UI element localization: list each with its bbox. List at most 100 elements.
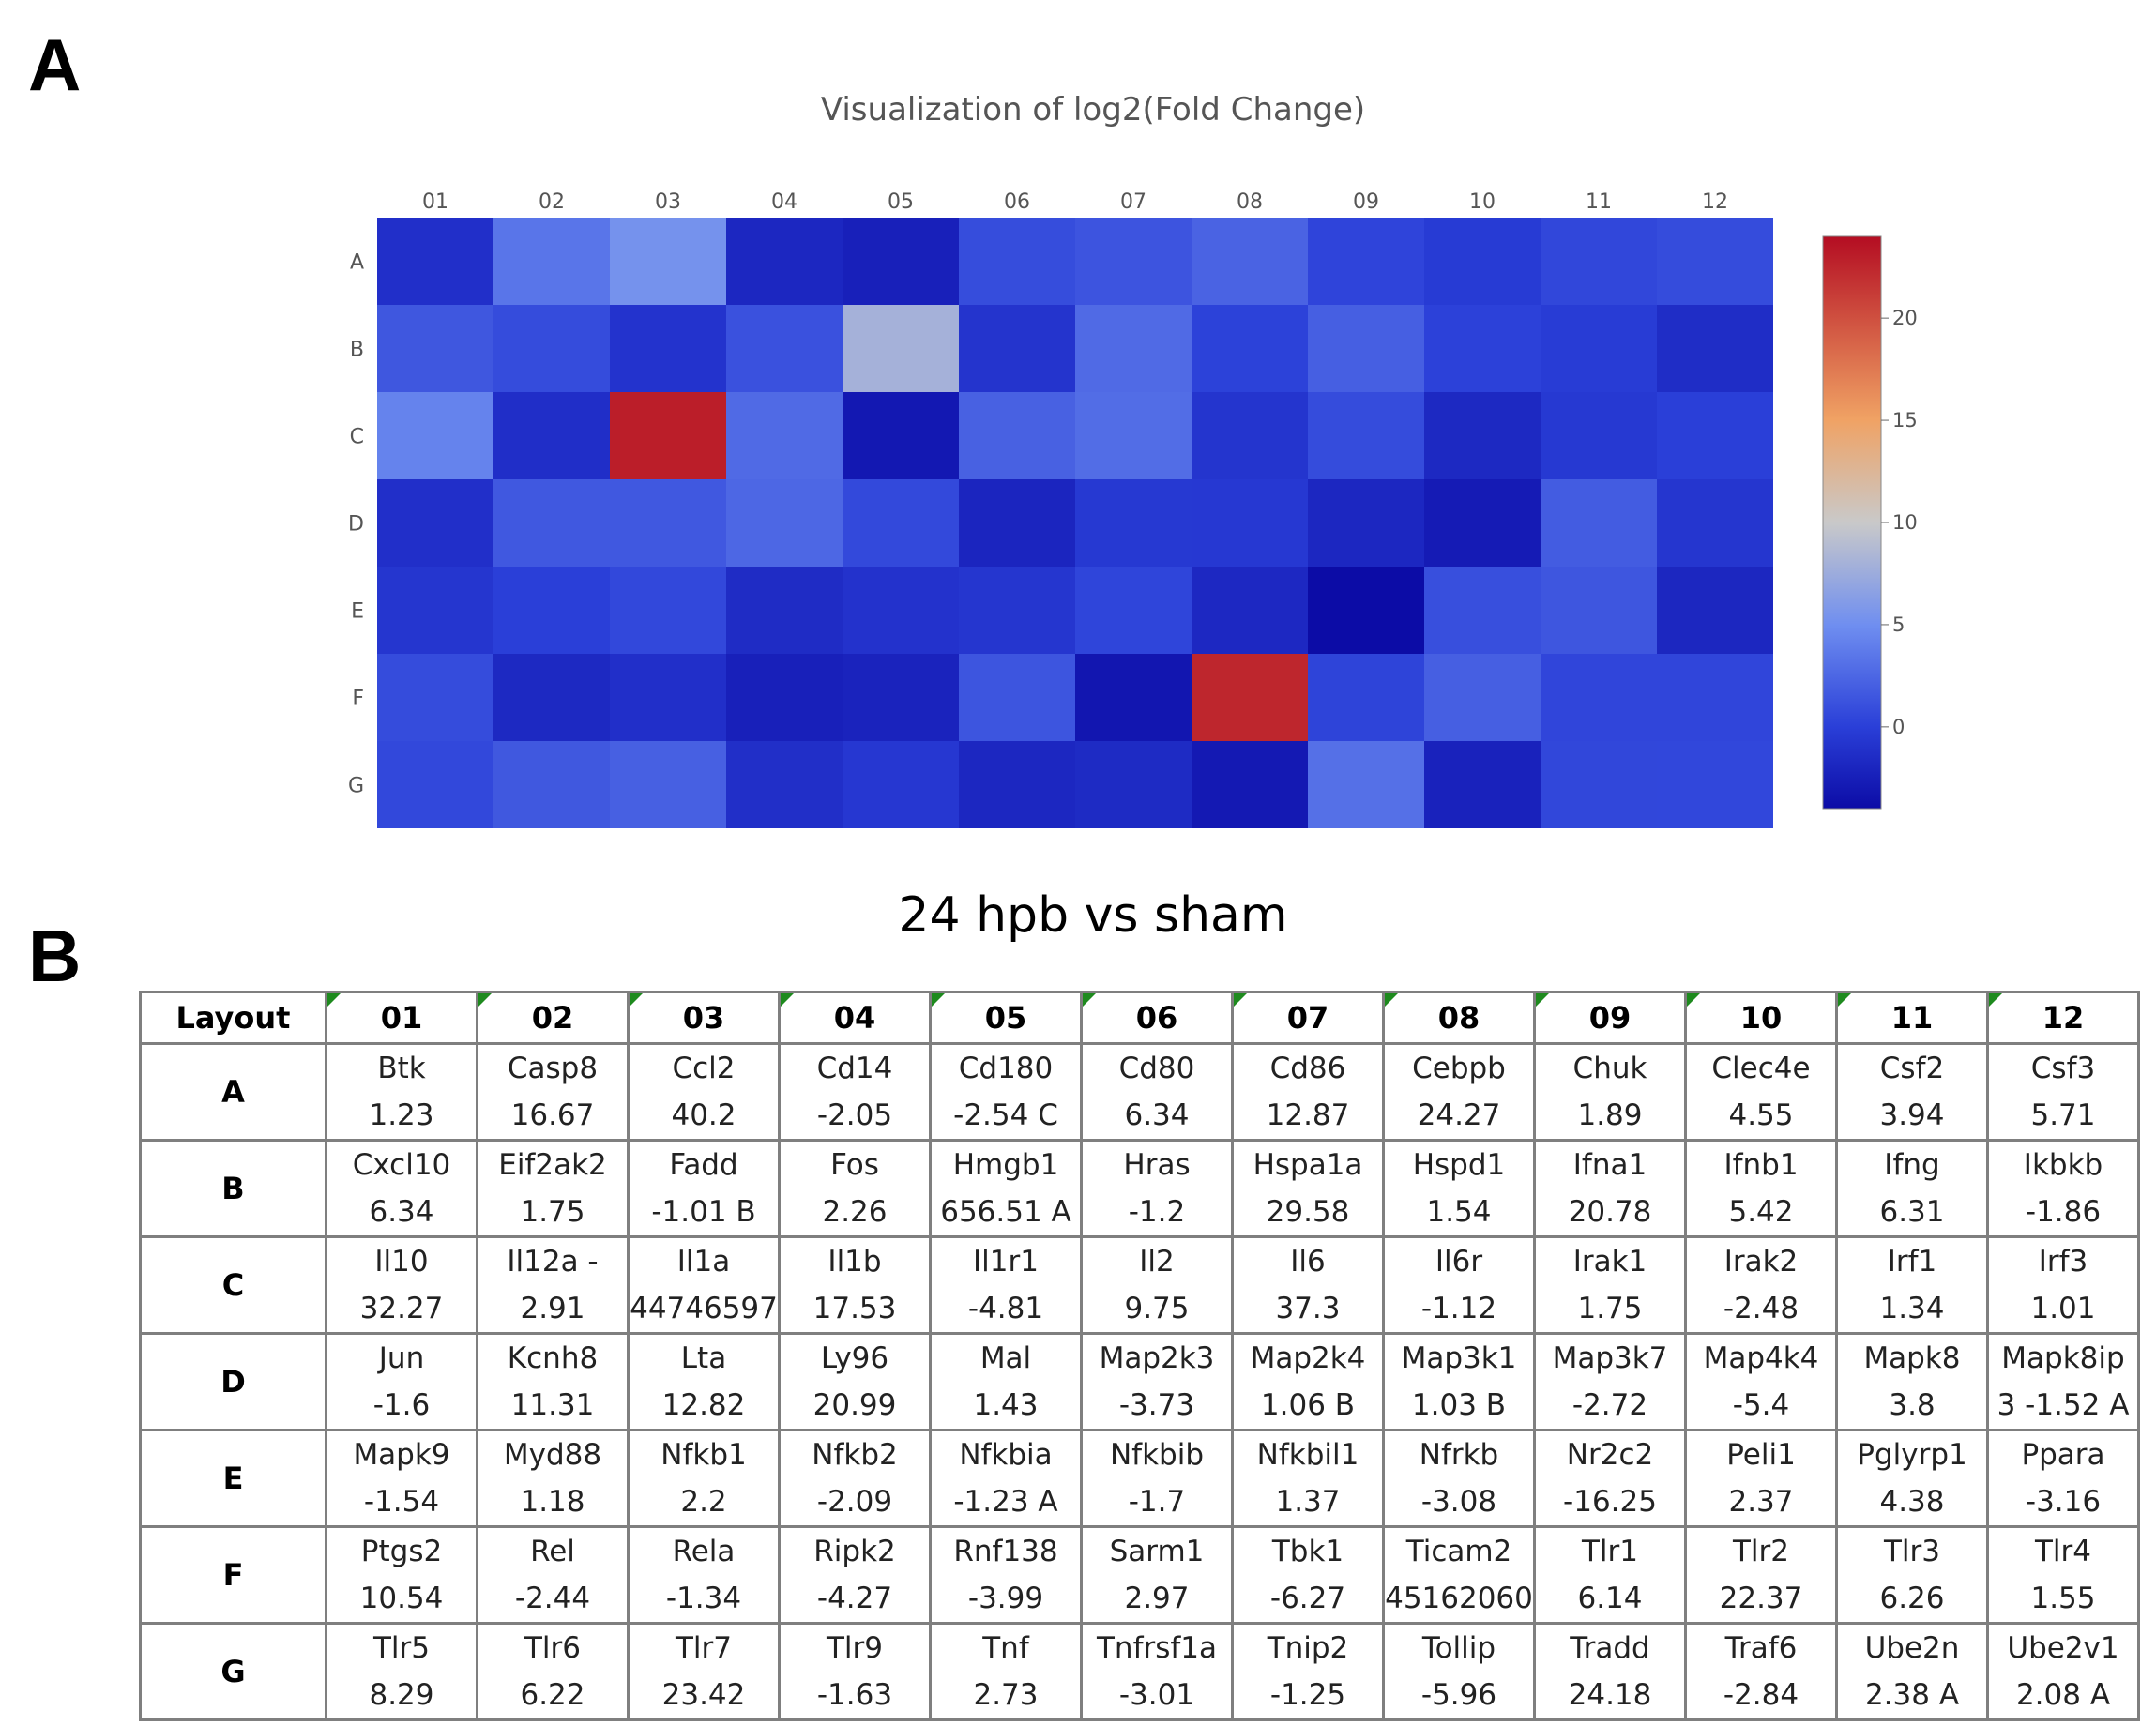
gene-name: Sarm1 [1109,1535,1205,1568]
colorbar-ticks: 0 5 10 15 20 [1881,307,1918,738]
heatmap-cell-F09 [1308,654,1424,741]
gene-name: Nfkbil1 [1256,1438,1359,1472]
fold-change-value: 1.18 [520,1485,585,1519]
fold-change-value: 6.22 [520,1678,585,1712]
table-cell: Tlr2 22.37 [1684,1525,1838,1625]
heatmap-cell-D04 [726,479,843,567]
layout-table: Layout 01 02 03 04 05 06 07 08 09 10 11 12 A Btk 1.23 C… [139,991,2140,1721]
fold-change-value: 24.27 [1417,1098,1501,1132]
fold-change-value: 29.58 [1266,1195,1350,1229]
gene-name: Rel [530,1535,575,1568]
heatmap-cell-F05 [843,654,959,741]
gene-name: Cxcl10 [352,1148,451,1182]
table-cell: Nr2c2 -16.25 [1533,1429,1687,1528]
table-cell: Pglyrp1 4.38 [1835,1429,1989,1528]
fold-change-value: 4.38 [1879,1485,1945,1519]
table-column-header: 09 [1533,991,1687,1045]
table-row-header: C [139,1235,327,1335]
fold-change-value: 17.53 [812,1292,897,1325]
heatmap-cell-A09 [1308,218,1424,305]
gene-name: Irak1 [1572,1245,1647,1279]
heatmap-cell-G01 [377,741,493,828]
table-cell: Il1r1 -4.81 [929,1235,1083,1335]
fold-change-value: 1.37 [1275,1485,1341,1519]
fold-change-value: -2.72 [1571,1388,1648,1422]
gene-name: Ube2n [1864,1631,1960,1665]
heatmap-cell-E09 [1308,567,1424,654]
table-cell: Kcnh8 11.31 [476,1332,630,1431]
table-column-header: 07 [1231,991,1385,1045]
fold-change-value: 22.37 [1719,1582,1803,1615]
gene-name: Ube2v1 [2007,1631,2119,1665]
column-label: 07 [1120,190,1146,214]
gene-name: Clec4e [1711,1052,1811,1085]
table-column-header: 02 [476,991,630,1045]
heatmap-cell-A08 [1192,218,1308,305]
column-label: 01 [422,190,448,214]
table-cell: Sarm1 2.97 [1080,1525,1234,1625]
table-cell: Mapk8ip 3 -1.52 A [1986,1332,2140,1431]
gene-name: Cd80 [1118,1052,1195,1085]
heatmap-cell-F02 [493,654,610,741]
gene-name: Ifna1 [1572,1148,1647,1182]
gene-name: Nfkb2 [812,1438,898,1472]
gene-name: Ifng [1884,1148,1940,1182]
table-cell: Irf1 1.34 [1835,1235,1989,1335]
row-labels: A B C D E F G [348,251,364,798]
column-label: 06 [1004,190,1030,214]
gene-name: Nfkbia [959,1438,1053,1472]
table-column-header: 11 [1835,991,1989,1045]
heatmap-cell-G07 [1075,741,1192,828]
fold-change-value: 16.67 [510,1098,595,1132]
gene-name: Irak2 [1723,1245,1799,1279]
table-column-header: 05 [929,991,1083,1045]
heatmap-cell-E10 [1424,567,1541,654]
heatmap-cell-C05 [843,392,959,479]
heatmap-cell-B07 [1075,305,1192,392]
fold-change-value: -5.4 [1732,1388,1790,1422]
heatmap-cell-C06 [959,392,1075,479]
gene-name: Hmgb1 [952,1148,1059,1182]
gene-name: Peli1 [1726,1438,1796,1472]
column-label: 04 [771,190,797,214]
table-cell: Ripk2 -4.27 [778,1525,932,1625]
gene-name: Il1b [827,1245,882,1279]
fold-change-value: -6.27 [1269,1582,1346,1615]
heatmap-cell-G02 [493,741,610,828]
heatmap-chart: Visualization of log2(Fold Change) 01 02 0… [348,91,1918,828]
heatmap-cell-F01 [377,654,493,741]
gene-name: Ripk2 [813,1535,896,1568]
gene-name: Irf3 [2038,1245,2088,1279]
heatmap-cell-G03 [610,741,726,828]
fold-change-value: -2.84 [1723,1678,1799,1712]
table-cell: Chuk 1.89 [1533,1042,1687,1142]
table-cell: Cd14 -2.05 [778,1042,932,1142]
column-label: 02 [539,190,565,214]
fold-change-value: 32.27 [359,1292,444,1325]
row-label: C [350,426,364,449]
column-label: 11 [1586,190,1612,214]
heatmap-cell-F06 [959,654,1075,741]
fold-change-value: 6.34 [1124,1098,1190,1132]
table-cell: Il6r -1.12 [1382,1235,1536,1335]
table-cell: Hspd1 1.54 [1382,1139,1536,1238]
table-cell: Il12a - 2.91 [476,1235,630,1335]
heatmap-cell-C09 [1308,392,1424,479]
fold-change-value: 37.3 [1275,1292,1341,1325]
table-cell: Nfrkb -3.08 [1382,1429,1536,1528]
heatmap-cell-A03 [610,218,726,305]
table-cell: Ifng 6.31 [1835,1139,1989,1238]
table-cell: Nfkb2 -2.09 [778,1429,932,1528]
gene-name: Il12a - [507,1245,599,1279]
table-cell: Ifna1 20.78 [1533,1139,1687,1238]
fold-change-value: -3.16 [2025,1485,2102,1519]
gene-name: Tlr7 [675,1631,733,1665]
heatmap-cell-E04 [726,567,843,654]
table-title: 24 hpb vs sham [898,887,1288,944]
fold-change-value: 6.26 [1879,1582,1945,1615]
fold-change-value: 44746597 [630,1292,778,1325]
colorbar-tick-label: 15 [1892,409,1918,432]
heatmap-cell-C04 [726,392,843,479]
heatmap-cell-B05 [843,305,959,392]
table-cell: Map3k1 1.03 B [1382,1332,1536,1431]
